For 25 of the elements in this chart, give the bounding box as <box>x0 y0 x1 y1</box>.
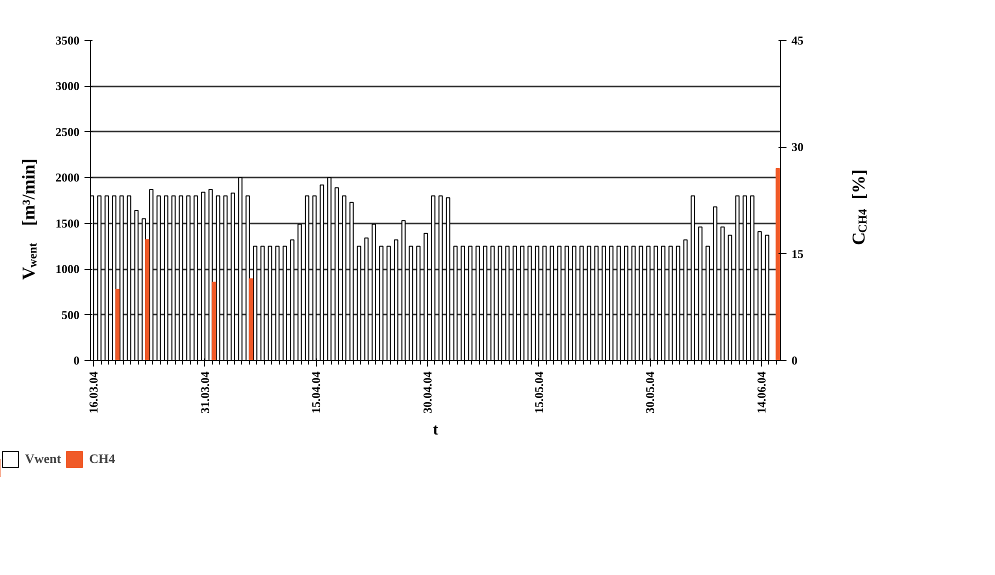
y-tick-label: 2500 <box>56 124 80 139</box>
x-tick-label: 30.04.04 <box>420 372 434 414</box>
legend-label: Vwent <box>25 451 62 467</box>
y2-tick-label: 30 <box>792 140 804 154</box>
y-tick-label: 1500 <box>56 216 80 230</box>
legend-label: CH4 <box>89 451 116 467</box>
y-tick-label: 3500 <box>56 34 80 48</box>
y-tick-label: 0 <box>74 354 80 368</box>
x-tick-label: 31.03.04 <box>198 372 212 414</box>
y2-tick-label: 45 <box>792 34 804 48</box>
y2-tick-label: 15 <box>792 246 804 261</box>
y-tick-label: 2000 <box>56 170 80 185</box>
x-tick-label: 16.03.04 <box>86 372 101 414</box>
y2-tick-label: 0 <box>792 354 798 368</box>
bar <box>776 168 780 360</box>
x-axis-title: t <box>432 422 439 438</box>
x-tick-label: 15.04.04 <box>309 372 324 414</box>
y2-axis-title: CCH4 [%] <box>848 169 870 246</box>
y-tick-label: 1000 <box>56 262 80 276</box>
x-tick-label: 30.05.04 <box>643 372 658 414</box>
x-tick-label: 15.05.04 <box>532 372 546 414</box>
text: Vwent [m³/min] <box>18 158 40 280</box>
y-tick-label: 500 <box>62 308 80 322</box>
x-tick-label: 14.06.04 <box>754 372 768 414</box>
y-tick-label: 3000 <box>56 79 80 94</box>
